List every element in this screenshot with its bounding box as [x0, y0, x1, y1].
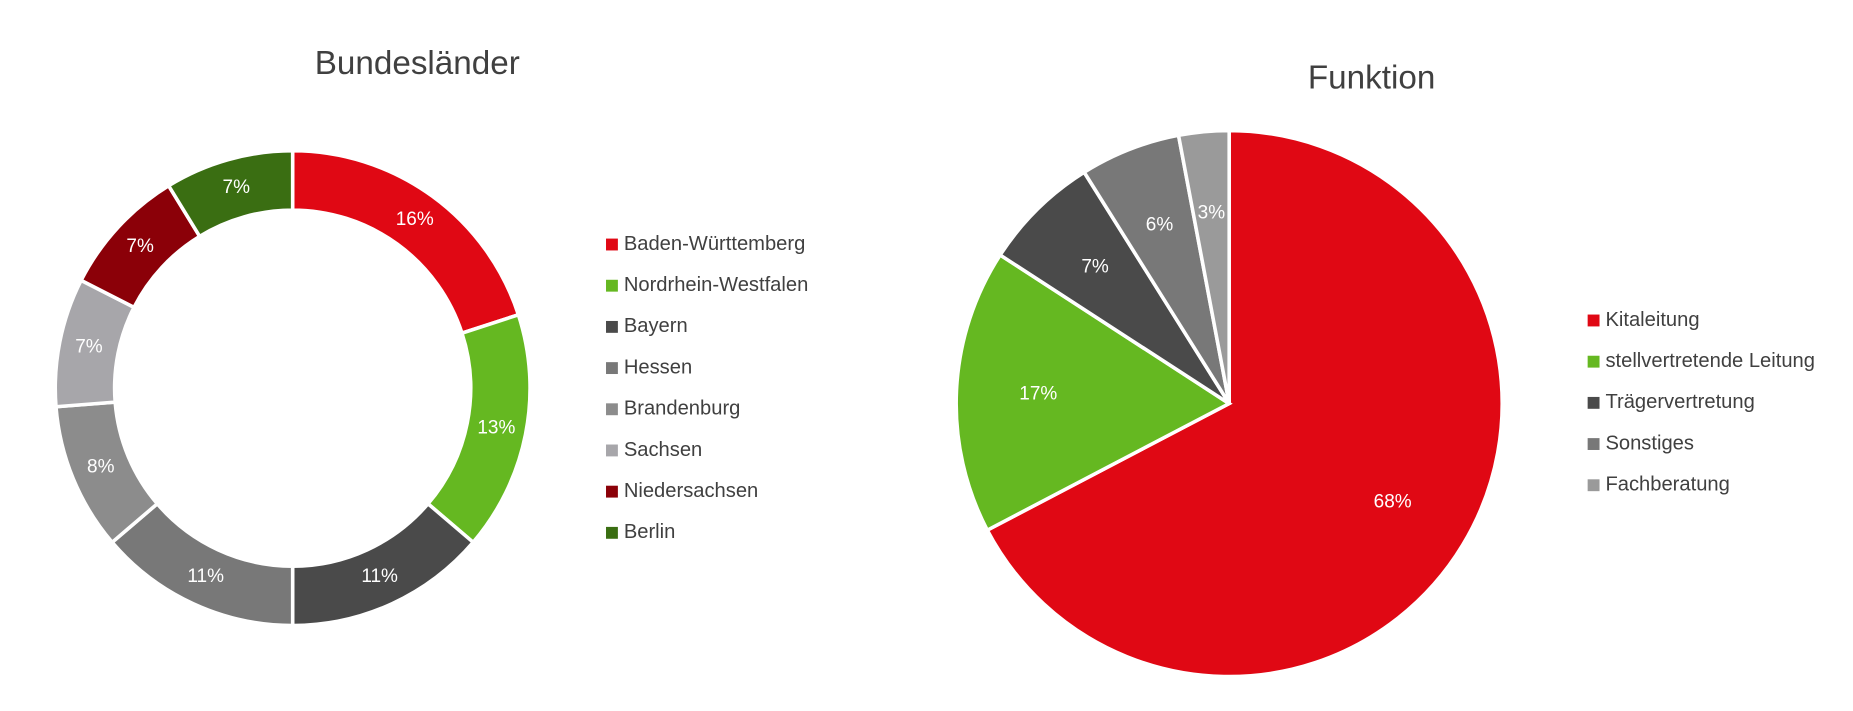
legend-label: Sachsen — [624, 439, 702, 461]
legend-label: Hessen — [624, 356, 692, 378]
data-label: 7% — [75, 337, 103, 358]
legend-swatch — [606, 238, 618, 251]
slice — [954, 252, 1233, 533]
legend-swatch — [606, 485, 618, 498]
slice — [997, 169, 1231, 406]
legend-swatch — [606, 279, 618, 292]
legend-swatch — [1587, 438, 1600, 450]
data-label: 6% — [1146, 215, 1174, 236]
data-label: 68% — [1374, 492, 1412, 513]
data-label: 17% — [1019, 384, 1057, 405]
data-label: 7% — [223, 177, 251, 198]
data-label: 11% — [361, 566, 398, 587]
legend-swatch — [1587, 479, 1600, 492]
slice — [109, 501, 295, 628]
slice — [984, 128, 1504, 679]
legend-swatch — [606, 526, 618, 539]
data-label: 7% — [1081, 256, 1109, 277]
legend-swatch — [606, 320, 618, 333]
legend-label: Bayern — [624, 315, 688, 337]
slice — [1176, 128, 1231, 404]
legend-label: Niedersachsen — [624, 480, 758, 502]
legend-label: Sonstiges — [1605, 432, 1694, 454]
slice — [290, 148, 521, 336]
legend-swatch — [1587, 314, 1600, 327]
legend-label: stellvertretende Leitung — [1605, 350, 1815, 372]
data-label: 7% — [126, 236, 154, 257]
data-label: 3% — [1198, 202, 1226, 223]
legend-swatch — [606, 362, 618, 375]
legend-label: Berlin — [624, 521, 676, 543]
legend-label: Fachberatung — [1605, 474, 1729, 496]
chart-title: Bundesländer — [315, 45, 520, 82]
legend-swatch — [606, 403, 618, 416]
legend-swatch — [606, 444, 618, 457]
data-label: 13% — [477, 418, 515, 439]
legend-swatch — [1587, 396, 1600, 409]
legend-swatch — [1587, 355, 1600, 368]
data-label: 16% — [396, 209, 434, 230]
slice — [290, 501, 476, 628]
slice — [166, 148, 295, 239]
legend-label: Baden-Württemberg — [624, 233, 806, 255]
chart-title: Funktion — [1308, 59, 1435, 96]
data-label: 8% — [87, 457, 115, 478]
legend-label: Nordrhein-Westfalen — [624, 274, 808, 296]
legend-label: Kitaleitung — [1605, 309, 1699, 331]
legend-label: Brandenburg — [624, 398, 741, 420]
data-label: 11% — [187, 566, 224, 587]
legend-label: Trägervertretung — [1605, 391, 1754, 413]
